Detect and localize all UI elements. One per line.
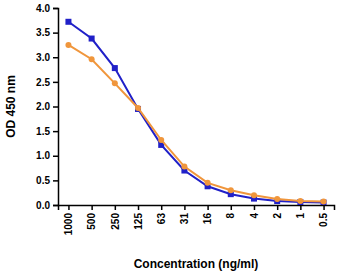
y-axis: 0.0 0.5 1.0 1.5 2.0 2.5 3.0 3.5 4.0 [36,3,58,211]
x-axis-line [59,206,335,211]
x-tick-mark [68,205,70,210]
y-tick-label: 4.0 [36,3,50,14]
x-tick: 125 [133,205,144,230]
marker [181,164,187,170]
x-tick-label: 1 [295,213,306,219]
marker [205,180,211,186]
x-tick: 16 [202,205,213,224]
x-tick-mark [91,205,93,210]
x-tick-mark [300,205,302,210]
x-tick-label: 1000 [63,213,74,236]
y-tick: 3.0 [36,52,58,63]
x-tick: 1000 [63,205,74,235]
x-tick: 2 [272,205,283,219]
marker [251,192,257,198]
x-tick: 4 [249,205,260,219]
y-tick-mark [53,180,58,182]
x-tick-label: 4 [249,213,260,219]
marker [65,42,71,48]
x-tick: 0.5 [318,205,329,227]
marker [112,65,118,71]
x-tick-label: 63 [156,213,167,225]
marker [228,187,234,193]
marker [89,56,95,62]
chart-container: 0.0 0.5 1.0 1.5 2.0 2.5 3.0 3.5 4.0 1000 500 250 125… [0,0,350,274]
y-tick-label: 0.0 [36,200,50,211]
x-tick-label: 16 [202,213,213,225]
x-tick-label: 250 [110,213,121,230]
marker [297,198,303,204]
marker [135,105,141,111]
marks [65,19,326,205]
x-tick-label: 0.5 [318,213,329,227]
y-tick-mark [53,32,58,34]
y-tick-label: 2.5 [36,77,50,88]
marker [274,196,280,202]
series-line [68,22,323,203]
x-axis-title: Concentration (ng/ml) [134,257,259,271]
x-tick-mark [161,205,163,210]
y-tick-label: 2.0 [36,101,50,112]
x-tick-label: 2 [272,213,283,219]
x-tick-label: 8 [225,213,236,219]
y-tick-mark [53,57,58,59]
x-tick: 1 [295,205,306,219]
y-tick-mark [53,82,58,84]
x-tick: 500 [86,205,97,230]
x-axis: 1000 500 250 125 63 31 16 8 4 2 1 0.5 [59,205,335,235]
y-tick: 1.0 [36,150,58,161]
x-tick-label: 125 [133,213,144,230]
y-tick: 3.5 [36,27,58,38]
y-axis-line [53,9,59,206]
series-line [68,45,323,202]
y-tick-label: 1.0 [36,150,50,161]
y-tick: 2.0 [36,101,58,112]
x-tick: 31 [179,205,190,224]
x-tick-mark [231,205,233,210]
x-tick-mark [323,205,325,210]
marker [65,19,71,25]
y-tick-label: 0.5 [36,175,50,186]
x-tick-mark [138,205,140,210]
y-tick: 4.0 [36,3,58,14]
marker [112,80,118,86]
y-tick: 2.5 [36,77,58,88]
y-axis-title: OD 450 nm [4,75,18,138]
plot: 0.0 0.5 1.0 1.5 2.0 2.5 3.0 3.5 4.0 1000 500 250 125… [36,3,334,236]
y-tick-mark [53,8,58,10]
x-tick: 8 [225,205,236,219]
x-tick-label: 500 [86,213,97,230]
chart: 0.0 0.5 1.0 1.5 2.0 2.5 3.0 3.5 4.0 1000 500 250 125… [0,0,350,274]
y-tick: 1.5 [36,126,58,137]
marker [89,36,95,42]
y-tick-mark [53,131,58,133]
x-tick-mark [277,205,279,210]
y-tick: 0.5 [36,175,58,186]
x-tick: 63 [156,205,167,224]
marker [297,199,303,205]
marker [321,200,327,205]
y-tick: 0.0 [36,200,58,211]
y-tick-mark [53,205,58,207]
y-tick-label: 3.5 [36,27,50,38]
x-tick-mark [115,205,117,210]
x-tick: 250 [110,205,121,230]
x-tick-mark [254,205,256,210]
y-tick-mark [53,156,58,158]
y-tick-label: 1.5 [36,126,50,137]
x-tick-mark [184,205,186,210]
marker [321,199,327,205]
y-tick-label: 3.0 [36,52,50,63]
x-tick-mark [207,205,209,210]
x-tick-label: 31 [179,213,190,225]
y-tick-mark [53,106,58,108]
marker [158,137,164,143]
